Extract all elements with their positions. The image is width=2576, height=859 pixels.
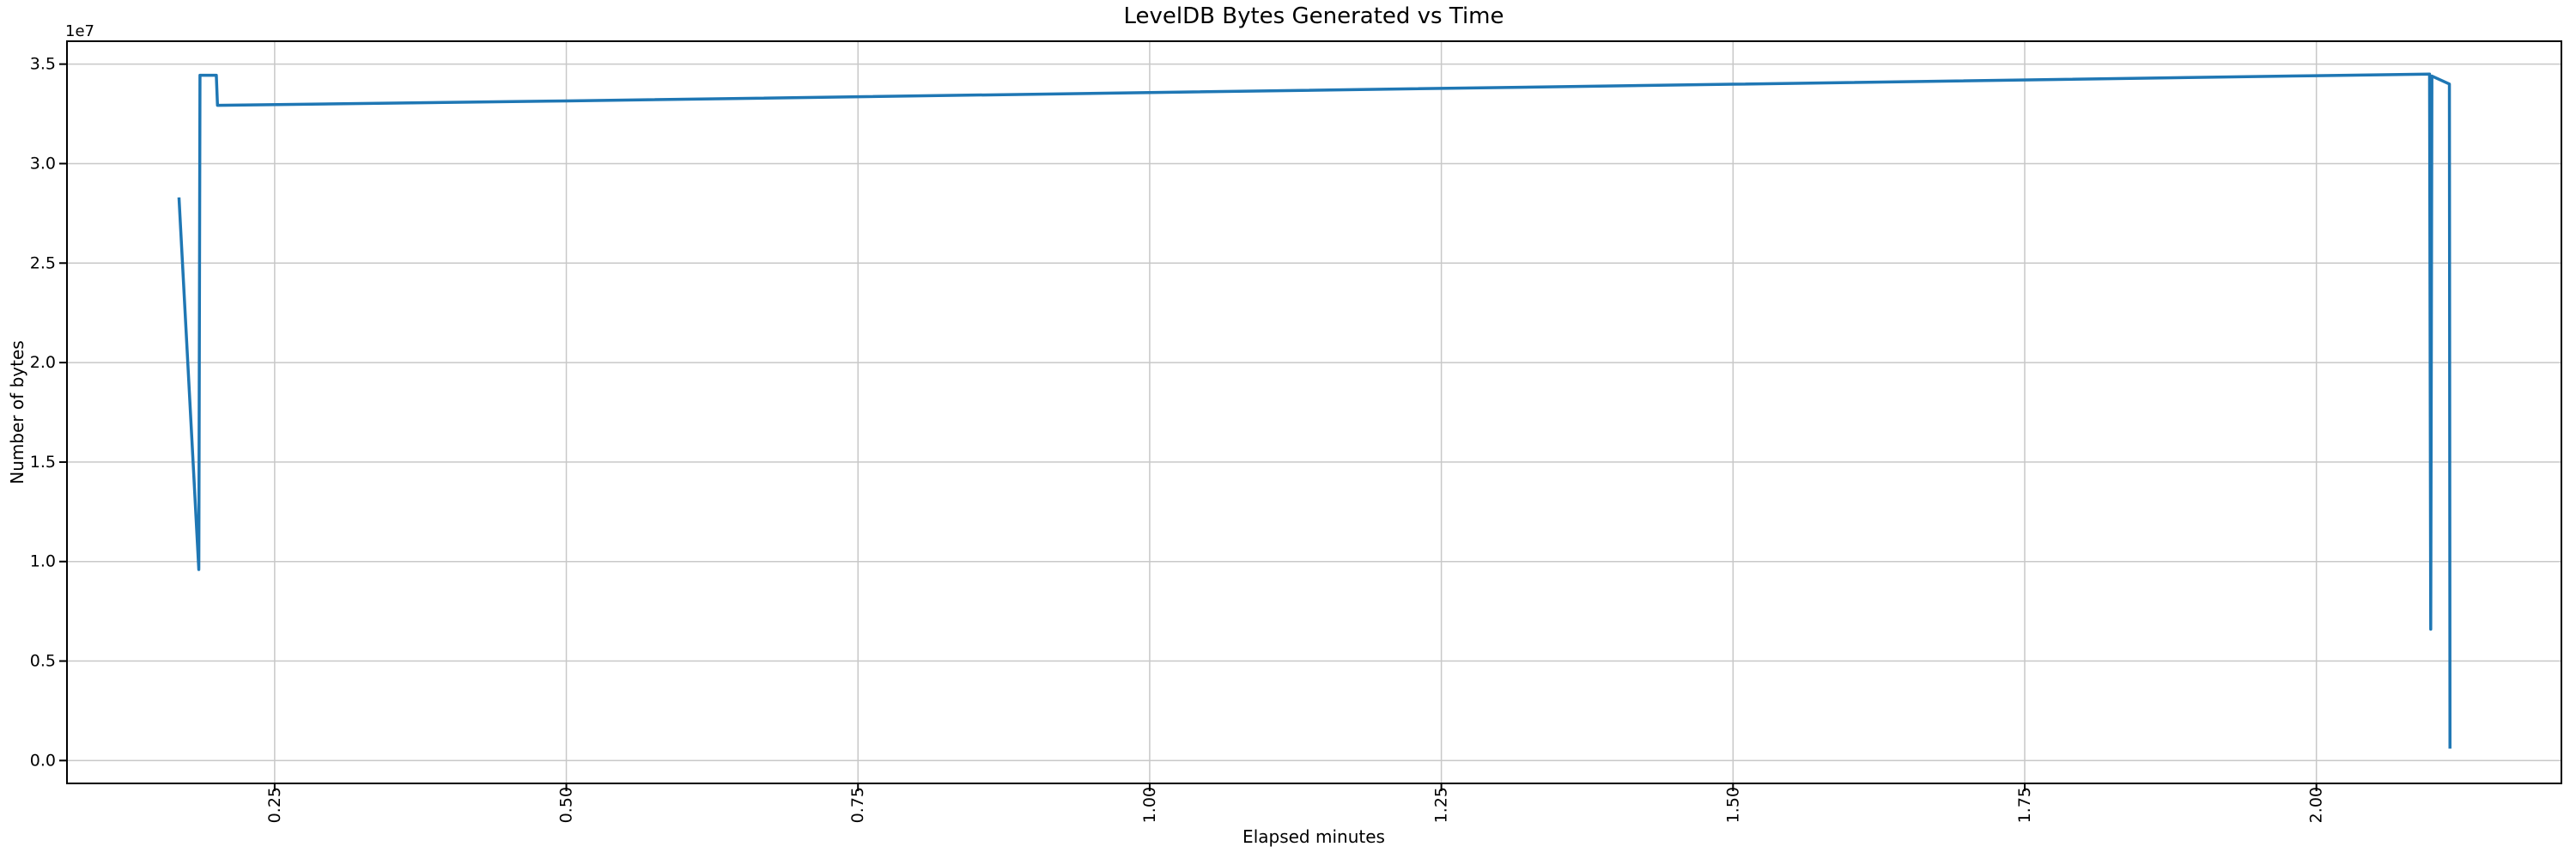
x-tick-label: 0.50	[557, 787, 576, 823]
y-axis-offset-text: 1e7	[65, 22, 94, 40]
x-tick-label: 0.75	[848, 787, 867, 823]
y-tick-label: 0.0	[30, 751, 56, 770]
axes-spines	[66, 40, 2562, 784]
y-tick-label: 0.5	[30, 652, 56, 671]
y-tick-label: 1.5	[30, 453, 56, 472]
y-tick-label: 1.0	[30, 552, 56, 571]
x-tick-label: 0.25	[265, 787, 284, 823]
data-line	[177, 72, 2451, 749]
y-tick-label: 2.0	[30, 353, 56, 372]
x-tick-label: 2.00	[2307, 787, 2326, 823]
y-tick-label: 3.5	[30, 55, 56, 74]
y-tick-label: 3.0	[30, 154, 56, 173]
y-axis-label: Number of bytes	[7, 340, 27, 484]
x-tick-label: 1.00	[1140, 787, 1159, 823]
x-tick-label: 1.25	[1432, 787, 1451, 823]
x-axis-label: Elapsed minutes	[1242, 826, 1385, 847]
x-tick-label: 1.75	[2015, 787, 2034, 823]
y-tick-label: 2.5	[30, 253, 56, 272]
chart-title: LevelDB Bytes Generated vs Time	[1123, 3, 1504, 29]
x-tick-label: 1.50	[1723, 787, 1742, 823]
